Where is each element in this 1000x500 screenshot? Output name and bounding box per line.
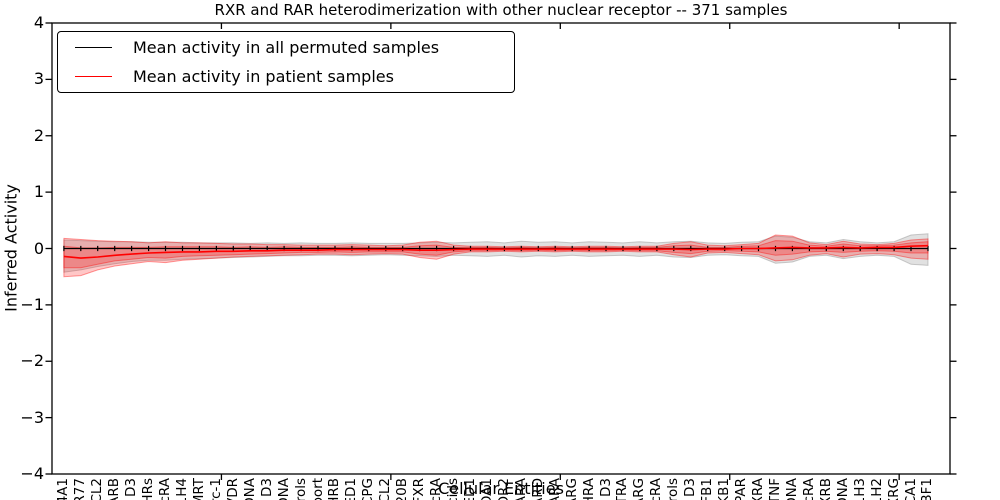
y-tick-label: −2 [20,351,44,371]
band-patient-samples-range-outer [63,234,929,278]
x-category-label: mol:9cRA [648,478,664,500]
x-category-label: mol:Oxysterols [665,478,681,500]
x-category-label: RXRs/NUR77/BCL2 [89,478,105,500]
legend-line-sample-permuted [75,47,112,48]
legend: Mean activity in all permuted samples Me… [57,31,515,93]
plot-data-layer [63,233,929,278]
x-category-label: RXRB [817,478,834,500]
x-category-label: PPARD [530,478,546,500]
x-category-label: RXRs/LXRs/DNA [835,478,851,500]
x-category-label: RARs/THRs [140,478,156,500]
x-category-label: RXR alpha/CCPG [360,478,376,500]
x-category-label: RXRA [750,478,767,500]
x-axis-label: Cellular Entities [438,479,564,498]
x-category-label: TGFB1 [699,478,715,500]
x-category-label: RXRs/LXRs/DNA/9cRA [428,478,444,500]
x-category-label: cholesterol transport [310,478,326,500]
x-category-label: NCOA1 [479,478,495,500]
legend-line-sample-patient [75,76,112,77]
legend-label-patient: Mean activity in patient samples [133,67,394,86]
x-category-label: RARs/VDR/DNA/Vit D3 [123,478,139,500]
x-category-label: mol:Vit D3 [598,478,614,500]
band-patient-samples-range-inner [63,240,929,269]
x-category-label: VDR [224,478,241,500]
x-category-label: RXRs/VDR/DNA/Vit D3 [682,478,698,500]
x-category-label: ABCA1 [903,478,919,500]
x-category-label: NR4A1 [55,478,71,500]
x-category-label: NCOR2 [496,478,512,500]
y-tick-label: −4 [20,464,44,483]
x-category-label: THRB [326,478,343,500]
x-category-label: RARG [563,478,580,500]
x-category-label: MED1 [462,478,478,500]
x-category-label: VDR/Vit D3/DNA [276,478,292,500]
x-category-label: TNF [766,478,783,500]
x-category-label: RXRs/RXRs/DNA/9cRA [801,478,817,500]
legend-entry-patient: Mean activity in patient samples [58,62,514,91]
x-category-label: RXRs/PPAR [733,478,749,500]
x-category-label: BCL2 [377,478,394,500]
x-category-label: RARB [106,478,123,500]
x-category-label: NR1H4 [174,478,190,500]
x-category-label: mol:Bile acids [445,478,461,500]
x-category-label: RXRs/PPAR/9cRA/PGJ2/DNA [784,478,800,500]
x-category-label: RXRs/FXR [411,478,427,500]
y-tick-label: 3 [33,69,44,89]
legend-entry-permuted: Mean activity in all permuted samples [58,33,514,62]
x-category-label: RARA [546,478,563,500]
x-category-label: PPARG [631,478,647,500]
x-category-label: SREBF1 [919,478,935,500]
x-category-label: RXRs/FXR/9cRA/MED1 [343,478,359,500]
y-tick-label: 4 [33,13,44,32]
chart-title: RXR and RAR heterodimerization with othe… [214,1,788,19]
y-tick-label: 1 [33,182,44,202]
x-category-label: PPARA [512,478,529,500]
x-category-label: RARs/RARs/DNA/9cRA [157,478,173,500]
x-category-label: NR1H3 [852,478,868,500]
y-tick-label: −1 [20,294,44,314]
x-category-label: VDR/VDR/DNA [242,478,258,500]
x-category-label: RARs/THRs/DNA/Src-1 [208,478,224,500]
x-category-label: NR1H2 [869,478,885,500]
x-category-label: mol:ATRA [614,478,630,500]
series-line-patient [63,244,929,259]
legend-label-permuted: Mean activity in all permuted samples [133,38,440,57]
x-category-label: THRA [580,478,597,500]
x-category-label: RARs/THRs/DNA/SMRT [191,478,207,500]
x-category-label: FAM120B [394,478,410,500]
x-category-label: VDR/VDR/Vit D3 [259,478,275,500]
x-category-label: RXRs/LXRs/DNA/Oxysterols [293,478,309,500]
x-category-label: RPS6KB1 [716,478,732,500]
band-permuted-samples-range [63,233,929,273]
y-tick-label: 2 [33,125,44,145]
y-tick-label: 0 [33,238,44,258]
x-category-label: RXRG [885,478,902,500]
x-category-label: RXRs/NUR77 [72,478,88,500]
y-tick-label: −3 [20,407,44,427]
